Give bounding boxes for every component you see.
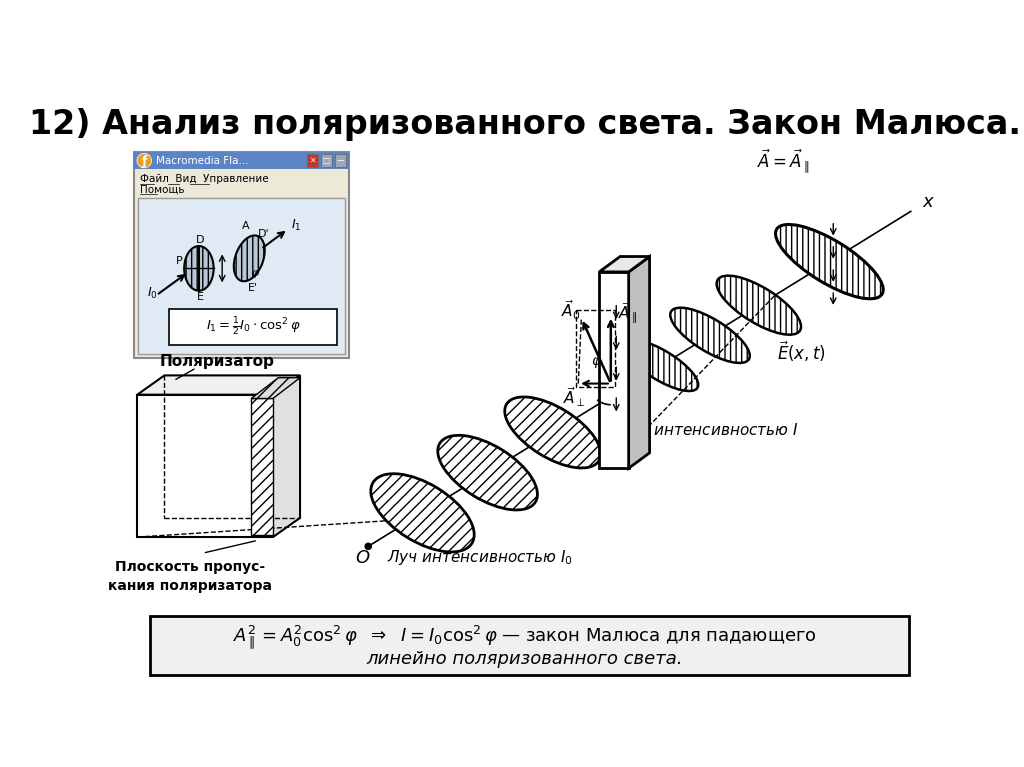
Text: Луч интенсивностью $I$: Луч интенсивностью $I$: [620, 421, 799, 440]
Bar: [138, 199, 345, 354]
Text: $I_0$: $I_0$: [147, 285, 158, 301]
Text: $\vec{A}_{\perp}$: $\vec{A}_{\perp}$: [562, 386, 585, 410]
Text: □: □: [323, 156, 330, 165]
Text: $I_1$: $I_1$: [291, 218, 301, 233]
Ellipse shape: [505, 397, 601, 468]
Ellipse shape: [233, 235, 265, 281]
Bar: [321, 154, 332, 166]
Ellipse shape: [184, 246, 214, 291]
Ellipse shape: [625, 340, 698, 391]
Bar: [307, 154, 317, 166]
Polygon shape: [251, 377, 300, 399]
Ellipse shape: [717, 275, 801, 334]
Bar: [251, 399, 273, 535]
Circle shape: [366, 543, 372, 549]
Polygon shape: [273, 375, 300, 537]
Text: ƒ: ƒ: [141, 155, 147, 168]
Polygon shape: [629, 256, 649, 469]
Text: O: O: [355, 549, 369, 567]
Text: ✕: ✕: [309, 156, 315, 165]
Text: P: P: [175, 255, 182, 265]
FancyBboxPatch shape: [134, 152, 349, 357]
Text: Файл  Вид  Управление: Файл Вид Управление: [140, 174, 269, 184]
Text: Плоскость пропус-
кания поляризатора: Плоскость пропус- кания поляризатора: [108, 560, 272, 593]
Circle shape: [137, 153, 152, 167]
Text: линейно поляризованного света.: линейно поляризованного света.: [367, 650, 683, 668]
Text: D: D: [197, 235, 205, 245]
Polygon shape: [137, 375, 300, 395]
Ellipse shape: [371, 474, 474, 552]
Text: E: E: [197, 292, 204, 302]
Text: $A_{\parallel}^{2} = A_{0}^{2}\cos^{2}\varphi$  $\Rightarrow$  $I = I_{0}\cos^{2: $A_{\parallel}^{2} = A_{0}^{2}\cos^{2}\v…: [233, 624, 816, 651]
Text: $\vec{A} = \vec{A}_{\parallel}$: $\vec{A} = \vec{A}_{\parallel}$: [758, 148, 810, 176]
Text: $\varphi$: $\varphi$: [251, 268, 260, 280]
Text: $\vec{E}(x, t)$: $\vec{E}(x, t)$: [384, 496, 433, 520]
Text: $\vec{E}(x, t)$: $\vec{E}(x, t)$: [777, 339, 826, 364]
Circle shape: [137, 153, 152, 167]
Text: E': E': [248, 282, 258, 293]
Polygon shape: [137, 395, 273, 537]
Text: x: x: [923, 193, 933, 211]
Bar: [134, 152, 349, 169]
Polygon shape: [599, 256, 649, 272]
Text: $\varphi$: $\varphi$: [592, 354, 602, 370]
Bar: [335, 154, 346, 166]
Bar: [169, 309, 337, 344]
Text: $\vec{A}_{\parallel}$: $\vec{A}_{\parallel}$: [618, 300, 638, 325]
Text: Помощь: Помощь: [140, 185, 185, 195]
Ellipse shape: [671, 308, 750, 363]
Text: $\vec{A}_0$: $\vec{A}_0$: [561, 298, 581, 322]
Text: D': D': [257, 229, 269, 239]
Text: A: A: [242, 221, 249, 231]
Text: 12) Анализ поляризованного света. Закон Малюса.: 12) Анализ поляризованного света. Закон …: [29, 108, 1021, 141]
FancyBboxPatch shape: [150, 616, 909, 675]
Text: $I_1 = \frac{1}{2}I_0 \cdot \cos^2 \varphi$: $I_1 = \frac{1}{2}I_0 \cdot \cos^2 \varp…: [206, 316, 301, 338]
Polygon shape: [599, 272, 629, 469]
Text: Луч интенсивностью $I_0$: Луч интенсивностью $I_0$: [387, 548, 572, 567]
Text: Macromedia Fla...: Macromedia Fla...: [156, 156, 249, 166]
Text: —: —: [337, 156, 344, 165]
Ellipse shape: [438, 436, 538, 510]
Ellipse shape: [775, 225, 884, 299]
Text: Поляризатор: Поляризатор: [160, 354, 274, 369]
